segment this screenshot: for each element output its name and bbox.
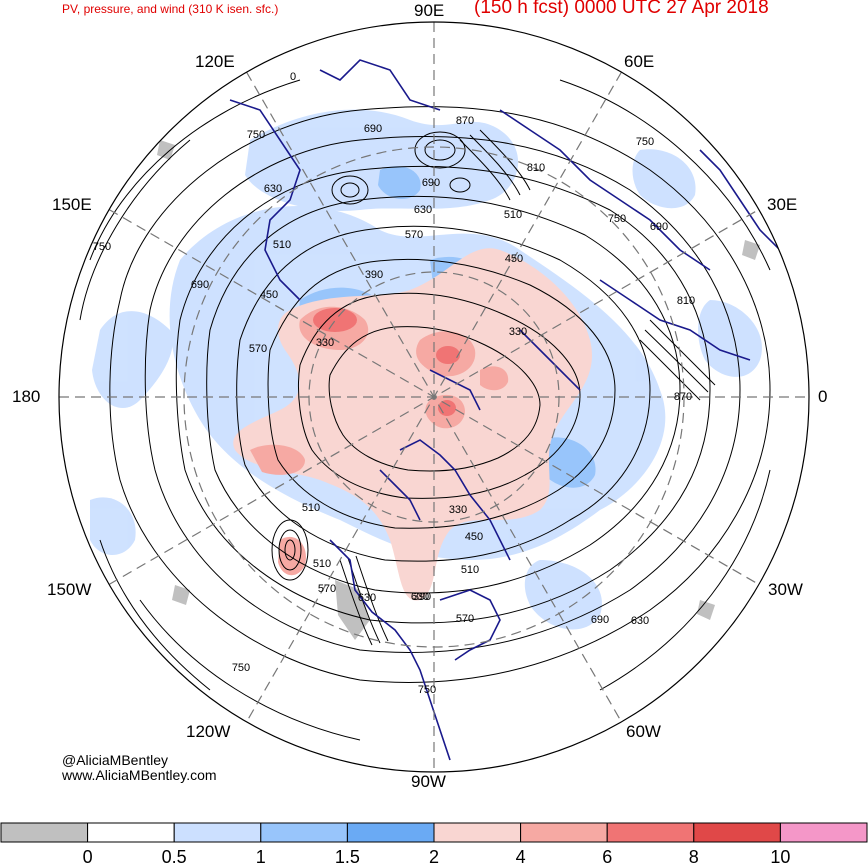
map-title: PV, pressure, and wind (310 K isen. sfc.… — [62, 2, 279, 16]
lon-label-60w: 60W — [626, 722, 661, 741]
contour-label: 510 — [273, 239, 291, 251]
colorbar-tick-label: 10 — [770, 847, 790, 865]
colorbar: 0 0.5 1 1.5 2 4 6 8 10 — [0, 822, 868, 865]
map-border — [58, 21, 810, 773]
colorbar-swatch — [0, 822, 89, 843]
contour-label: 750 — [636, 136, 654, 148]
contour-label: 810 — [677, 295, 695, 307]
contour-label: 750 — [93, 241, 111, 253]
colorbar-swatch — [260, 822, 348, 843]
lon-label-30e: 30E — [767, 195, 798, 214]
contour-label: 870 — [674, 391, 692, 403]
lon-label-60e: 60E — [624, 52, 655, 71]
contour-label: 330 — [316, 337, 334, 349]
contour-label: 690 — [422, 177, 440, 189]
colorbar-swatch — [520, 822, 608, 843]
colorbar-swatch — [606, 822, 695, 843]
contour-label: 870 — [456, 115, 474, 127]
contour-label: 390 — [413, 591, 431, 603]
contour-label: 510 — [504, 209, 522, 221]
lon-label-150w: 150W — [47, 580, 92, 599]
contour-label: 450 — [260, 289, 278, 301]
pressure-contours — [79, 79, 771, 741]
colorbar-swatch — [87, 822, 175, 843]
contour-label: 510 — [461, 564, 479, 576]
contour-label: 450 — [505, 253, 523, 265]
lon-label-150e: 150E — [52, 195, 92, 214]
lon-label-120w: 120W — [186, 722, 231, 741]
colorbar-tick-label: 1 — [256, 847, 266, 865]
colorbar-tick-label: 4 — [516, 847, 526, 865]
contour-label: 510 — [302, 502, 320, 514]
forecast-time-title: (150 h fcst) 0000 UTC 27 Apr 2018 — [474, 0, 769, 18]
lon-label-120e: 120E — [195, 52, 235, 71]
colorbar-swatch — [693, 822, 781, 843]
contour-label: 630 — [358, 592, 376, 604]
colorbar-swatch — [173, 822, 262, 843]
contour-label: 390 — [365, 269, 383, 281]
contour-label: 690 — [364, 123, 382, 135]
contour-label-group: 0 750 630 510 690 750 570 450 390 330 51… — [93, 71, 695, 696]
contour-label: 690 — [591, 614, 609, 626]
author-website: www.AliciaMBentley.com — [62, 767, 217, 783]
lon-label-180: 180 — [12, 387, 41, 406]
lon-label-0: 0 — [818, 387, 828, 406]
contour-label: 0 — [290, 71, 296, 83]
contour-label: 630 — [414, 204, 432, 216]
colorbar-swatch — [433, 822, 522, 843]
colorbar-tick-label: 0 — [83, 847, 93, 865]
colorbar-tick-label: 1.5 — [335, 847, 360, 865]
contour-label: 570 — [249, 343, 267, 355]
contour-label: 330 — [509, 326, 527, 338]
contour-label: 630 — [411, 591, 429, 603]
contour-label: 690 — [191, 279, 209, 291]
contour-label: 330 — [449, 504, 467, 516]
contour-label: 510 — [313, 558, 331, 570]
contour-label: 750 — [418, 684, 436, 696]
graticule — [59, 22, 809, 772]
lon-label-30w: 30W — [768, 580, 803, 599]
colorbar-swatch — [346, 822, 435, 843]
contour-label: 630 — [264, 183, 282, 195]
colorbar-swatch — [779, 822, 868, 843]
contour-label: 810 — [527, 162, 545, 174]
lon-label-90e: 90E — [414, 1, 445, 20]
contour-label: 690 — [650, 221, 668, 233]
contour-label: 750 — [247, 129, 265, 141]
contour-label: 750 — [608, 213, 626, 225]
lon-label-90w: 90W — [411, 772, 446, 791]
contour-label: 450 — [465, 531, 483, 543]
colorbar-tick-label: 0.5 — [162, 847, 187, 865]
contour-label: 750 — [232, 662, 250, 674]
contour-label: 570 — [318, 583, 336, 595]
contour-label: 570 — [405, 229, 423, 241]
colorbar-tick-label: 6 — [602, 847, 612, 865]
contour-label: 570 — [456, 613, 474, 625]
contour-label: 630 — [631, 615, 649, 627]
colorbar-tick-label: 8 — [689, 847, 699, 865]
colorbar-tick-label: 2 — [429, 847, 439, 865]
author-handle: @AliciaMBentley — [62, 752, 169, 768]
